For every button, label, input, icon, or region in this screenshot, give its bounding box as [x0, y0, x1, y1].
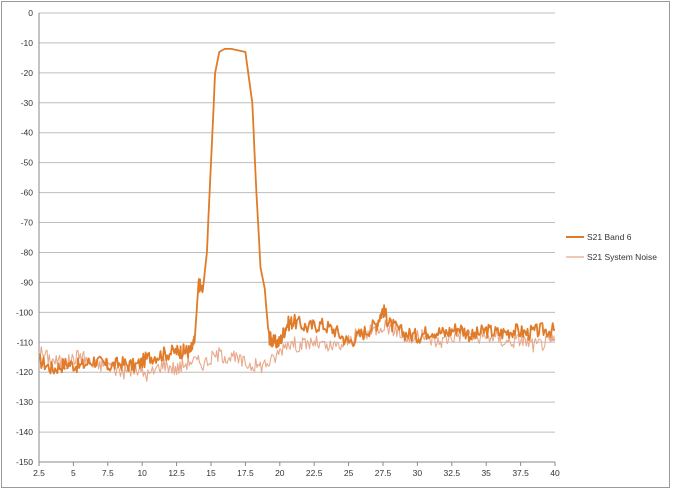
- y-tick-label-10: -100: [16, 307, 33, 317]
- x-tick-label-1: 5: [71, 468, 76, 478]
- legend-entry-series-0: S21 Band 6: [566, 232, 632, 242]
- line-chart: 0 -10 -20 -30 -40 -50 -60 -70 -80 -90 -100 -110 -120…: [16, 8, 657, 478]
- y-tick-label-14: -140: [16, 427, 33, 437]
- plot-area: [38, 48, 556, 382]
- y-tick-label-9: -90: [21, 277, 34, 287]
- y-tick-label-8: -80: [21, 247, 34, 257]
- x-tick-label-9: 25: [344, 468, 354, 478]
- y-tick-label-12: -120: [16, 367, 33, 377]
- x-tick-label-4: 12.5: [168, 468, 185, 478]
- legend: S21 Band 6 S21 System Noise: [566, 232, 657, 262]
- y-tick-label-13: -130: [16, 397, 33, 407]
- x-tick-label-10: 27.5: [375, 468, 392, 478]
- x-tick-label-14: 37.5: [512, 468, 529, 478]
- x-tick-label-8: 22.5: [306, 468, 323, 478]
- y-tick-label-0: 0: [28, 8, 33, 18]
- legend-label-series-1: S21 System Noise: [587, 252, 657, 262]
- y-tick-label-4: -40: [21, 128, 34, 138]
- y-tick-label-11: -110: [17, 337, 34, 347]
- y-tick-label-2: -20: [21, 68, 34, 78]
- x-tick-label-11: 30: [413, 468, 423, 478]
- x-tick-label-0: 2.5: [33, 468, 45, 478]
- x-tick-label-13: 35: [481, 468, 491, 478]
- y-tick-label-1: -10: [21, 38, 34, 48]
- x-tick-label-15: 40: [550, 468, 560, 478]
- y-tick-label-6: -60: [21, 188, 34, 198]
- x-tick-label-2: 7.5: [102, 468, 114, 478]
- x-axis: 2.5 5 7.5 10 12.5 15 17.5 20 22.5 25 27.5 30 32.5 35 3…: [33, 461, 560, 478]
- y-tick-label-3: -30: [21, 98, 34, 108]
- y-tick-label-15: -150: [16, 457, 33, 467]
- gridlines: [39, 12, 555, 463]
- x-tick-label-6: 17.5: [237, 468, 254, 478]
- series-line-1: [38, 319, 556, 382]
- x-tick-label-12: 32.5: [444, 468, 461, 478]
- x-tick-label-5: 15: [206, 468, 216, 478]
- x-tick-label-3: 10: [137, 468, 147, 478]
- y-tick-label-7: -70: [21, 218, 34, 228]
- y-tick-label-5: -50: [21, 158, 34, 168]
- legend-entry-series-1: S21 System Noise: [566, 252, 657, 262]
- legend-label-series-0: S21 Band 6: [587, 232, 632, 242]
- series-line-0: [38, 48, 556, 375]
- x-tick-label-7: 20: [275, 468, 285, 478]
- y-axis: 0 -10 -20 -30 -40 -50 -60 -70 -80 -90 -100 -110 -120…: [16, 8, 40, 467]
